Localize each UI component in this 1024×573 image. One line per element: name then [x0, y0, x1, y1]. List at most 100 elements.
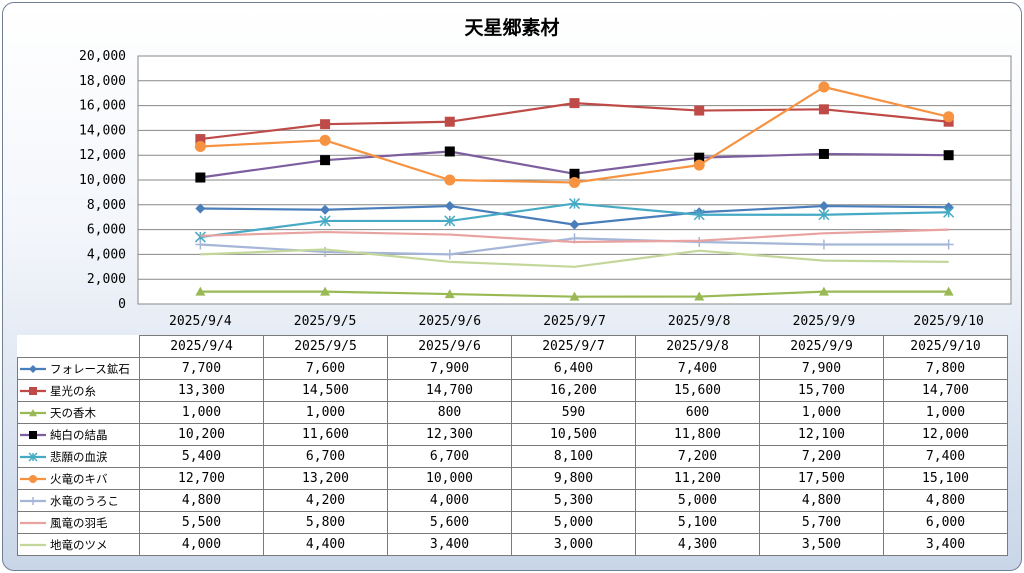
table-cell: 12,700	[139, 467, 264, 490]
table-cell: 7,600	[263, 357, 388, 380]
series-line-group	[200, 248, 949, 268]
table-cell: 3,400	[387, 533, 512, 556]
table-cell: 15,600	[635, 379, 760, 402]
legend-entry: 悲願の血涙	[17, 445, 140, 468]
table-cell: 4,800	[883, 489, 1008, 512]
data-table: 2025/9/4 2025/9/5 2025/9/6 2025/9/7 2025/9/8…	[17, 335, 1008, 556]
x-tick-label: 2025/9/7	[543, 314, 606, 329]
table-cell: 4,000	[387, 489, 512, 512]
legend-key	[18, 385, 48, 397]
table-cell: 590	[511, 401, 636, 424]
series-line-group	[200, 228, 949, 244]
line-chart-plot: 0 2,000 4,000 6,000 8,000 10,000 12,000 14,000 1…	[79, 49, 1012, 329]
table-cell: 4,200	[263, 489, 388, 512]
data-point	[29, 364, 37, 373]
table-cell: 600	[635, 401, 760, 424]
table-cell: 13,300	[139, 379, 264, 402]
table-row: 悲願の血涙 5,400 6,700 6,700 8,100 7,200 7,200 7,400	[17, 445, 1008, 468]
legend-key	[18, 495, 48, 507]
data-point	[29, 474, 37, 483]
data-point	[569, 291, 580, 301]
table-cell: 5,300	[511, 489, 636, 512]
table-column-header: 2025/9/4	[139, 335, 264, 358]
table-cell: 11,800	[635, 423, 760, 446]
table-cell: 7,900	[387, 357, 512, 380]
table-column-header: 2025/9/6	[387, 335, 512, 358]
data-point	[320, 204, 331, 215]
data-point	[195, 172, 206, 183]
data-point	[568, 198, 581, 210]
series-line-group	[194, 198, 955, 243]
table-cell: 7,800	[883, 357, 1008, 380]
table-cell: 10,500	[511, 423, 636, 446]
table-cell: 1,000	[139, 401, 264, 424]
table-cell: 14,700	[883, 379, 1008, 402]
table-cell: 4,300	[635, 533, 760, 556]
table-cell: 4,800	[139, 489, 264, 512]
table-row: 水竜のうろこ 4,800 4,200 4,000 5,300 5,000 4,800 4,80…	[17, 489, 1008, 512]
legend-key	[18, 517, 48, 529]
series-line-group	[195, 286, 954, 301]
table-corner	[17, 335, 140, 358]
table-cell: 6,700	[387, 445, 512, 468]
table-row: 風竜の羽毛 5,500 5,800 5,600 5,000 5,100 5,700 6,000	[17, 511, 1008, 534]
data-point	[194, 141, 206, 153]
series-name: 地竜のツメ	[50, 537, 108, 552]
legend-entry: 天の香木	[17, 401, 140, 424]
table-cell: 12,100	[759, 423, 884, 446]
table-cell: 5,600	[387, 511, 512, 534]
legend-entry: 火竜のキバ	[17, 467, 140, 490]
data-point	[694, 152, 705, 163]
y-tick-label: 2,000	[87, 272, 126, 287]
table-cell: 5,000	[511, 511, 636, 534]
data-point	[29, 386, 37, 395]
table-cell: 5,400	[139, 445, 264, 468]
data-point	[694, 237, 705, 247]
data-point	[444, 116, 455, 127]
table-column-header: 2025/9/8	[635, 335, 760, 358]
table-row: 火竜のキバ 12,700 13,200 10,000 9,800 11,200 17,500…	[17, 467, 1008, 490]
series-name: 水竜のうろこ	[50, 493, 119, 508]
table-cell: 3,000	[511, 533, 636, 556]
series-name: 純白の結晶	[50, 427, 108, 442]
table-column-header: 2025/9/7	[511, 335, 636, 358]
table-cell: 6,700	[263, 445, 388, 468]
y-tick-label: 12,000	[79, 148, 126, 163]
table-row: フォレース鉱石 7,700 7,600 7,900 6,400 7,400 7,900 7,8…	[17, 357, 1008, 380]
data-point	[694, 105, 705, 116]
data-point	[694, 291, 705, 301]
legend-key	[18, 363, 48, 375]
y-tick-label: 14,000	[79, 123, 126, 138]
table-row: 地竜のツメ 4,000 4,400 3,400 3,000 4,300 3,500 3,400	[17, 533, 1008, 556]
table-cell: 14,500	[263, 379, 388, 402]
data-point	[444, 215, 456, 227]
table-column-header: 2025/9/5	[263, 335, 388, 358]
data-point	[818, 286, 829, 296]
legend-key	[18, 429, 48, 441]
table-cell: 1,000	[883, 401, 1008, 424]
data-point	[195, 286, 206, 296]
data-point	[319, 134, 331, 146]
data-point	[818, 81, 830, 93]
data-point	[943, 206, 955, 218]
table-cell: 800	[387, 401, 512, 424]
data-point	[444, 249, 455, 260]
y-tick-label: 16,000	[79, 99, 126, 114]
series-name: 火竜のキバ	[50, 471, 108, 486]
data-point	[320, 286, 331, 296]
table-cell: 1,000	[263, 401, 388, 424]
x-tick-label: 2025/9/9	[793, 314, 856, 329]
data-point	[818, 239, 829, 250]
y-tick-label: 20,000	[79, 49, 126, 64]
data-point	[569, 98, 580, 109]
series-line-group	[194, 81, 955, 188]
data-point	[195, 239, 206, 250]
legend-entry: 水竜のうろこ	[17, 489, 140, 512]
y-tick-label: 4,000	[87, 247, 126, 262]
x-tick-label: 2025/9/10	[913, 314, 983, 329]
series-name: 悲願の血涙	[50, 449, 108, 464]
data-point	[444, 174, 456, 186]
x-tick-label: 2025/9/4	[169, 314, 232, 329]
chart-title: 天星郷素材	[464, 17, 560, 39]
